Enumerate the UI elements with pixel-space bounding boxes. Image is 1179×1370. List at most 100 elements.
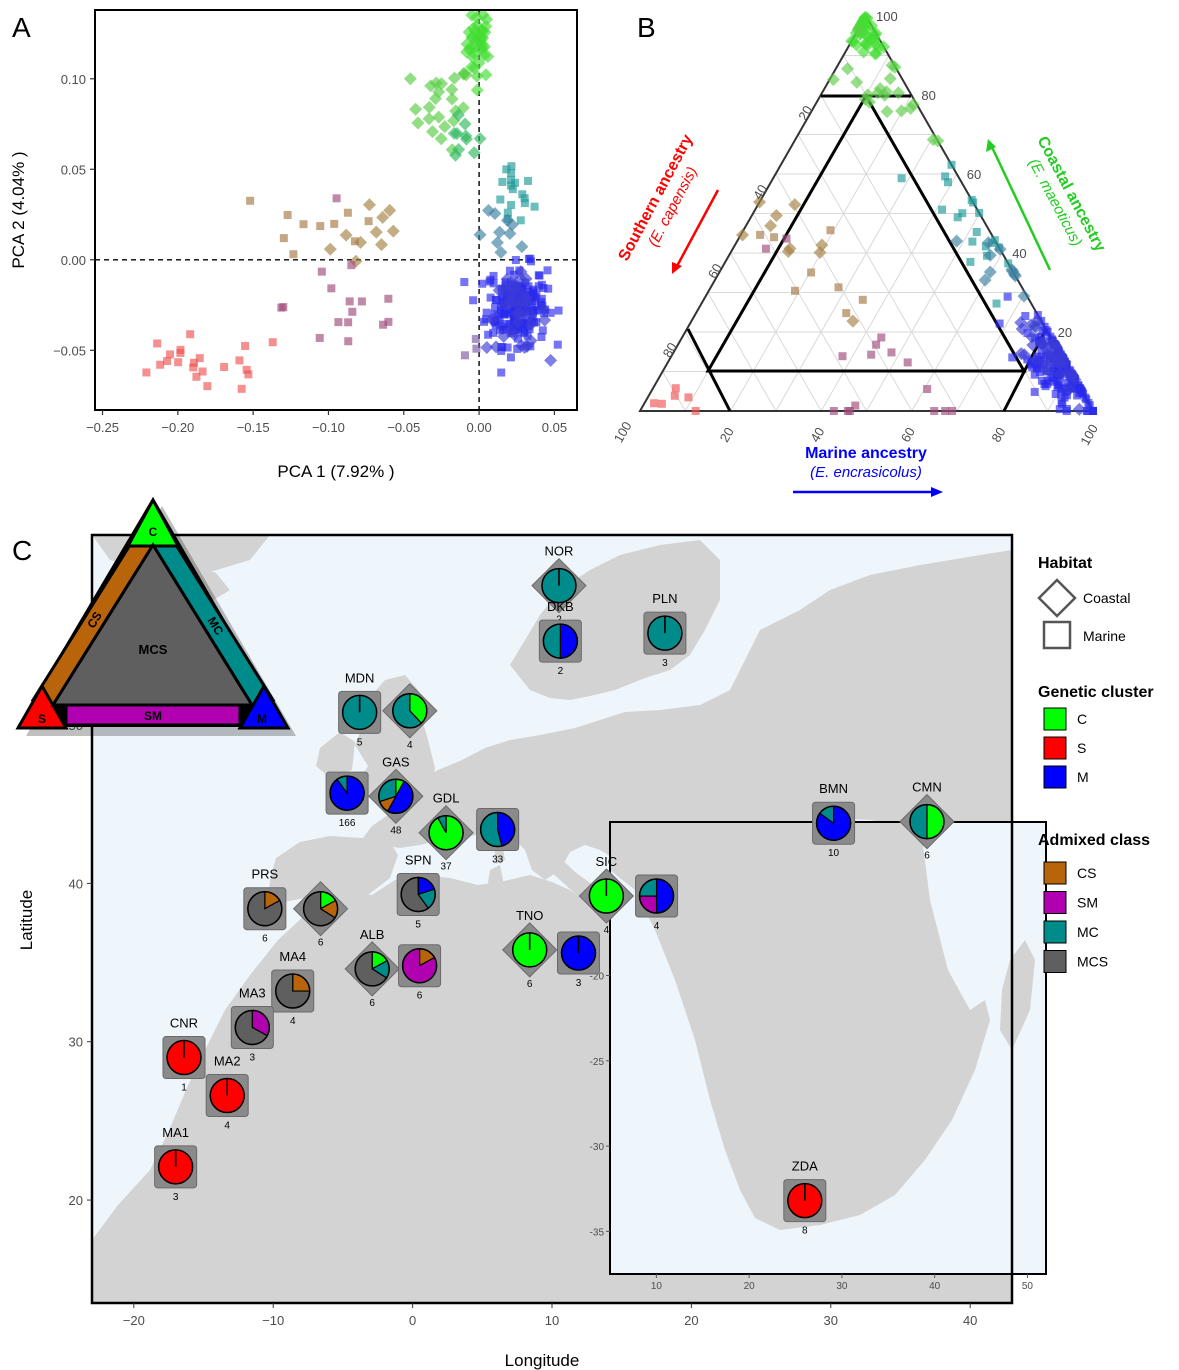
pca-point [539,284,548,293]
pca-point [500,213,514,227]
site-pie-outline [428,814,464,851]
site-marker-GDL: GDL 37 [418,791,474,873]
site-marker-CNR: CNR 1 [162,1016,206,1094]
site-pie-outline [392,693,428,729]
pca-point [503,343,512,352]
ternary-grid-line [775,134,935,412]
legend-coastal-diamond [1037,578,1077,618]
ternary-point [1083,407,1092,415]
pca-point [235,356,244,365]
site-code-label: SPN [405,852,432,867]
ternary-point [1062,404,1071,413]
ternary-point [1028,362,1037,371]
ternary-point [1036,332,1045,341]
pca-point [478,279,487,288]
pca-point [504,281,518,295]
pca-point [409,102,423,116]
ternary-point [1066,369,1080,383]
ternary-point [978,273,992,287]
ternary-point [887,348,896,357]
panel-letter-c: C [12,535,32,566]
site-code-label: MA1 [162,1125,189,1140]
ternary-point [781,244,795,258]
ternary-point [990,236,999,245]
pca-point [445,82,459,96]
land-sardinia [486,865,505,905]
pca-point [486,293,495,302]
site-code-label: BMN [819,781,848,796]
ternary-point [1025,330,1039,344]
ternary-point [769,208,783,222]
ternary-point [1008,353,1017,362]
pca-point [472,344,481,353]
legend-cluster-items: CSM [1043,707,1089,789]
ternary-point [958,209,967,218]
pca-x-axis-label: PCA 1 (7.92% ) [277,462,394,481]
site-marker-MDN: MDN 5 [338,670,382,748]
ternary-point [941,172,950,181]
site-count-label: 3 [576,978,582,989]
pca-point [445,92,459,106]
pca-point [428,92,442,106]
pca-point [369,225,383,239]
ternary-tick-southern: 100 [611,419,635,445]
tri-key-s-label: S [38,712,46,726]
legend-marine-label: Marine [1083,628,1126,644]
pca-point [494,245,508,259]
ternary-point [1073,391,1082,400]
site-code-label: DKB [547,599,574,614]
pca-point [447,71,461,85]
site-count-label: 5 [415,919,421,930]
legend-coastal-label: Coastal [1083,590,1130,606]
ternary-point [671,384,680,393]
ternary-point [885,58,899,72]
ternary-point [843,407,852,415]
pca-point [475,41,489,55]
ternary-point [838,352,847,361]
pca-point [422,100,436,114]
ternary-point [1049,355,1063,369]
pca-point [458,117,472,131]
ternary-tick-coastal: 60 [967,167,981,182]
site-marker-unlabelled: 33 [476,808,520,866]
pca-point [323,242,337,256]
map-x-tick-label: −20 [123,1313,145,1328]
pca-point [497,329,511,343]
ternary-point [1004,259,1013,268]
site-pie-outline [401,947,438,984]
pca-point [467,21,481,35]
pca-point [476,10,490,22]
site-marker-unlabelled: 4 [382,683,438,751]
inset-y-tick-label: -25 [590,1057,605,1068]
ternary-point [684,393,693,402]
site-marker-ALB: ALB 6 [344,927,400,1009]
pca-point [334,318,343,327]
pca-point [529,287,538,296]
pca-point [344,318,353,327]
legend-admix-items: CS SM MC MCS [1043,861,1108,973]
pca-point [531,293,540,302]
ternary-tick-southern: 20 [795,103,815,123]
pca-point [484,330,493,339]
panel-a-frame [94,9,578,411]
pca-point [283,210,292,219]
pca-point [386,224,400,238]
ternary-point [1021,312,1030,321]
site-marker-MA2: MA2 4 [205,1054,249,1132]
pca-point [246,196,255,205]
ternary-point [895,104,909,118]
pca-point [514,334,523,343]
pca-point [434,132,448,146]
map-y-tick-label: 40 [69,876,83,891]
pca-point [384,294,393,303]
inset-x-tick-label: 10 [651,1281,663,1292]
ternary-point [1054,380,1063,389]
pca-y-tick-label: 0.10 [61,72,86,87]
pca-point [383,203,397,217]
ternary-tick-marine: 40 [807,425,827,445]
pca-point [524,287,533,296]
ternary-point [871,41,885,55]
pca-point [467,146,481,160]
pca-point [507,175,516,184]
ternary-point [782,234,791,243]
